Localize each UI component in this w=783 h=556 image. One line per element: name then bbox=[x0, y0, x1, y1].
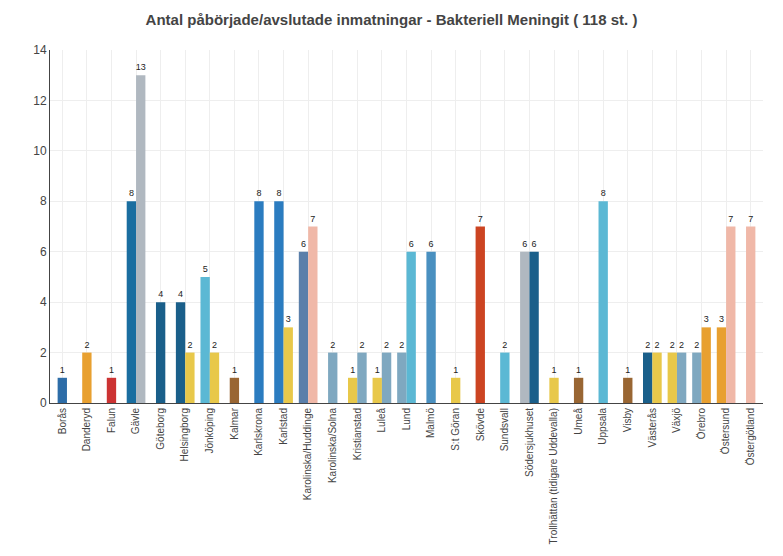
svg-text:3: 3 bbox=[286, 314, 291, 324]
svg-text:2: 2 bbox=[330, 340, 335, 350]
svg-text:5: 5 bbox=[203, 264, 208, 274]
svg-text:2: 2 bbox=[694, 340, 699, 350]
svg-text:2: 2 bbox=[399, 340, 404, 350]
svg-text:2: 2 bbox=[384, 340, 389, 350]
svg-text:Kristianstad: Kristianstad bbox=[352, 408, 363, 460]
svg-text:Falun: Falun bbox=[106, 408, 117, 433]
svg-text:Västerås: Västerås bbox=[647, 408, 658, 447]
svg-text:Antal påbörjade/avslutade inma: Antal påbörjade/avslutade inmatningar - … bbox=[146, 11, 638, 28]
svg-text:1: 1 bbox=[453, 365, 458, 375]
svg-text:7: 7 bbox=[478, 214, 483, 224]
svg-text:13: 13 bbox=[136, 62, 146, 72]
svg-text:Danderyd: Danderyd bbox=[81, 408, 92, 451]
svg-text:Karolinska/Solna: Karolinska/Solna bbox=[327, 408, 338, 483]
svg-text:1: 1 bbox=[576, 365, 581, 375]
svg-text:Uppsala: Uppsala bbox=[597, 408, 608, 445]
svg-text:4: 4 bbox=[158, 289, 163, 299]
svg-text:3: 3 bbox=[704, 314, 709, 324]
svg-text:Visby: Visby bbox=[622, 408, 633, 432]
svg-text:Jönköping: Jönköping bbox=[204, 408, 215, 454]
svg-text:4: 4 bbox=[178, 289, 183, 299]
svg-text:Karolinska/Huddinge: Karolinska/Huddinge bbox=[302, 408, 313, 501]
svg-text:Borås: Borås bbox=[57, 408, 68, 434]
svg-text:8: 8 bbox=[601, 188, 606, 198]
svg-text:Umeå: Umeå bbox=[573, 408, 584, 435]
svg-text:7: 7 bbox=[310, 214, 315, 224]
svg-text:Växjö: Växjö bbox=[671, 408, 682, 433]
svg-text:Karlskrona: Karlskrona bbox=[253, 408, 264, 456]
svg-text:6: 6 bbox=[301, 239, 306, 249]
svg-text:Örebro: Örebro bbox=[696, 408, 707, 440]
svg-text:7: 7 bbox=[748, 214, 753, 224]
svg-text:2: 2 bbox=[502, 340, 507, 350]
svg-text:Kalmar: Kalmar bbox=[229, 407, 240, 439]
svg-text:3: 3 bbox=[719, 314, 724, 324]
svg-text:0: 0 bbox=[40, 396, 47, 410]
svg-text:1: 1 bbox=[350, 365, 355, 375]
svg-text:2: 2 bbox=[670, 340, 675, 350]
svg-text:7: 7 bbox=[728, 214, 733, 224]
svg-text:6: 6 bbox=[522, 239, 527, 249]
svg-text:6: 6 bbox=[532, 239, 537, 249]
svg-text:8: 8 bbox=[129, 188, 134, 198]
svg-text:2: 2 bbox=[679, 340, 684, 350]
svg-text:8: 8 bbox=[40, 194, 47, 208]
svg-text:Östersund: Östersund bbox=[720, 408, 731, 454]
svg-text:2: 2 bbox=[40, 346, 47, 360]
svg-text:6: 6 bbox=[409, 239, 414, 249]
svg-text:1: 1 bbox=[60, 365, 65, 375]
svg-text:2: 2 bbox=[655, 340, 660, 350]
svg-text:Karlstad: Karlstad bbox=[278, 408, 289, 445]
svg-text:Skövde: Skövde bbox=[475, 408, 486, 442]
svg-text:2: 2 bbox=[84, 340, 89, 350]
svg-text:1: 1 bbox=[375, 365, 380, 375]
svg-text:4: 4 bbox=[40, 295, 47, 309]
svg-text:Östergötland: Östergötland bbox=[745, 408, 756, 465]
svg-text:Södersjukhuset: Södersjukhuset bbox=[524, 408, 535, 477]
svg-text:2: 2 bbox=[187, 340, 192, 350]
svg-text:Helsingborg: Helsingborg bbox=[179, 408, 190, 461]
svg-text:Gävle: Gävle bbox=[130, 408, 141, 435]
svg-text:6: 6 bbox=[429, 239, 434, 249]
svg-text:12: 12 bbox=[33, 94, 47, 108]
svg-text:10: 10 bbox=[33, 144, 47, 158]
svg-text:Sundsvall: Sundsvall bbox=[499, 408, 510, 451]
svg-text:1: 1 bbox=[552, 365, 557, 375]
svg-text:1: 1 bbox=[625, 365, 630, 375]
svg-text:Trollhättan (tidigare Uddevall: Trollhättan (tidigare Uddevalla) bbox=[548, 408, 559, 544]
svg-text:14: 14 bbox=[33, 43, 47, 57]
svg-text:Luleå: Luleå bbox=[376, 408, 387, 433]
svg-text:Lund: Lund bbox=[401, 408, 412, 430]
svg-text:6: 6 bbox=[40, 245, 47, 259]
svg-text:2: 2 bbox=[645, 340, 650, 350]
svg-text:2: 2 bbox=[359, 340, 364, 350]
svg-text:S:t Göran: S:t Göran bbox=[450, 408, 461, 451]
svg-text:8: 8 bbox=[256, 188, 261, 198]
svg-text:Göteborg: Göteborg bbox=[155, 408, 166, 450]
svg-text:8: 8 bbox=[276, 188, 281, 198]
svg-text:1: 1 bbox=[109, 365, 114, 375]
svg-text:Malmö: Malmö bbox=[425, 408, 436, 438]
svg-text:2: 2 bbox=[212, 340, 217, 350]
svg-text:1: 1 bbox=[232, 365, 237, 375]
